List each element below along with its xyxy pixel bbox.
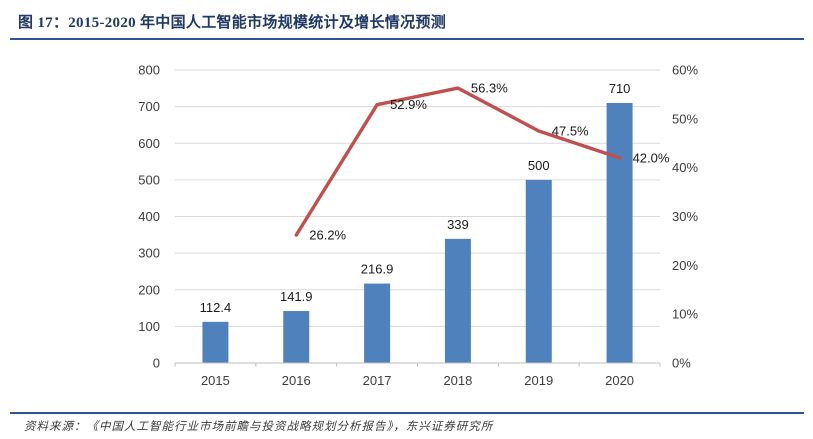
line-value-label: 47.5% — [552, 124, 589, 139]
x-axis-category-label: 2015 — [201, 373, 230, 388]
right-axis-tick-label: 40% — [672, 160, 698, 175]
bar-value-label: 710 — [609, 81, 631, 96]
bar-value-label: 339 — [447, 217, 469, 232]
bar-2020 — [606, 102, 633, 364]
left-axis-tick-label: 100 — [138, 319, 160, 334]
line-value-label: 42.0% — [633, 150, 670, 165]
right-axis-tick-label: 0% — [672, 356, 691, 371]
source-note: 资料来源：《中国人工智能行业市场前瞻与投资战略规划分析报告》，东兴证券研究所 — [24, 419, 494, 433]
bar-value-label: 141.9 — [280, 289, 313, 304]
left-axis-tick-label: 0 — [153, 356, 160, 371]
right-axis-tick-label: 20% — [672, 258, 698, 273]
line-value-label: 56.3% — [471, 81, 508, 96]
x-axis-category-label: 2016 — [282, 373, 311, 388]
x-axis-category-label: 2020 — [605, 373, 634, 388]
bar-2015 — [202, 321, 229, 363]
left-axis-tick-label: 700 — [138, 99, 160, 114]
left-axis-tick-label: 300 — [138, 246, 160, 261]
right-axis-tick-label: 60% — [672, 63, 698, 78]
right-axis-tick-label: 10% — [672, 307, 698, 322]
left-axis-tick-label: 200 — [138, 282, 160, 297]
combo-chart: 112.4 141.9 216.9 339 500 710 26.2% 52.9% 56.3% 4… — [138, 63, 698, 389]
figure-header: 图 17：2015-2020 年中国人工智能市场规模统计及增长情况预测 — [10, 8, 804, 40]
left-axis-tick-label: 800 — [138, 63, 160, 78]
line-value-label: 26.2% — [309, 228, 346, 243]
footer-divider — [10, 412, 804, 414]
x-axis-category-label: 2019 — [524, 373, 553, 388]
left-axis-tick-label: 600 — [138, 136, 160, 151]
left-axis-tick-label: 500 — [138, 172, 160, 187]
right-axis-tick-label: 50% — [672, 111, 698, 126]
bar-2017 — [364, 283, 391, 363]
right-axis-tick-label: 30% — [672, 209, 698, 224]
bar-value-label: 216.9 — [361, 262, 394, 277]
figure-title: 图 17：2015-2020 年中国人工智能市场规模统计及增长情况预测 — [18, 15, 446, 31]
growth-line — [294, 86, 622, 237]
bar-2019 — [525, 179, 552, 363]
x-axis-category-label: 2017 — [363, 373, 392, 388]
bar-2016 — [283, 311, 310, 363]
left-axis-tick-label: 400 — [138, 209, 160, 224]
bar-value-label: 500 — [528, 158, 550, 173]
title-divider — [10, 38, 804, 40]
bar-2018 — [444, 238, 471, 363]
x-axis-category-label: 2018 — [443, 373, 472, 388]
bar-value-label: 112.4 — [200, 300, 232, 315]
figure-footer: 资料来源：《中国人工智能行业市场前瞻与投资战略规划分析报告》，东兴证券研究所 — [10, 412, 804, 434]
line-value-label: 52.9% — [390, 97, 427, 112]
